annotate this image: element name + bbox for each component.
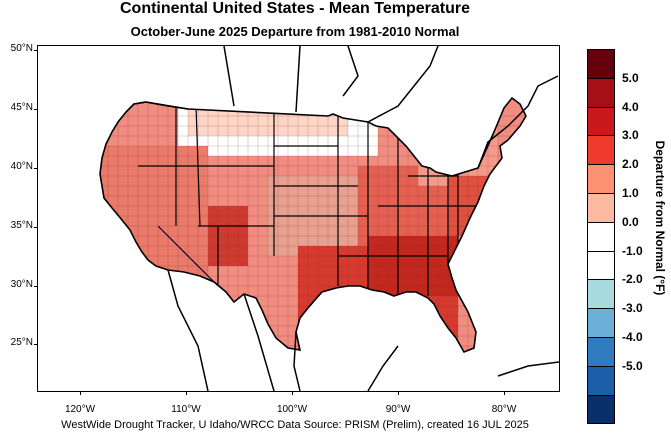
colorbar-label: -1.0 <box>622 243 643 258</box>
colorbar-swatch <box>587 337 615 367</box>
colorbar-swatch <box>587 251 615 281</box>
colorbar-swatch <box>587 309 615 338</box>
lon-label-110w: 110°W <box>171 404 201 415</box>
colorbar-swatch <box>587 193 615 223</box>
colorbar-swatch <box>587 165 615 194</box>
us-map <box>38 46 559 391</box>
colorbar-swatch <box>587 280 615 310</box>
lat-label-45: 45°N <box>10 102 33 113</box>
colorbar-label: 2.0 <box>622 157 639 172</box>
colorbar-label: -3.0 <box>622 301 643 316</box>
lon-label-120w: 120°W <box>64 404 96 415</box>
colorbar-swatch <box>587 136 615 166</box>
lat-label-30: 30°N <box>10 279 33 290</box>
colorbar-swatch <box>587 78 615 108</box>
colorbar-label: 5.0 <box>622 70 639 85</box>
colorbar-swatch <box>587 222 615 252</box>
map-panel <box>37 45 560 392</box>
colorbar-swatch <box>587 366 615 396</box>
colorbar-swatch <box>587 395 615 425</box>
lon-label-80w: 80°W <box>491 404 517 415</box>
lat-label-40: 40°N <box>10 161 33 172</box>
colorbar-swatch <box>587 49 615 79</box>
lon-label-90w: 90°W <box>385 404 411 415</box>
lat-label-25: 25°N <box>10 337 33 348</box>
colorbar-label: 0.0 <box>622 214 639 229</box>
colorbar <box>587 49 615 425</box>
lon-label-100w: 100°W <box>276 404 308 415</box>
lat-label-50: 50°N <box>10 43 33 54</box>
colorbar-label: -5.0 <box>622 358 643 373</box>
colorbar-label: 1.0 <box>622 186 639 200</box>
source-footer: WestWide Drought Tracker, U Idaho/WRCC D… <box>61 419 529 431</box>
colorbar-label: 4.0 <box>622 99 639 114</box>
colorbar-label: -4.0 <box>622 330 643 344</box>
colorbar-label: 3.0 <box>622 128 639 143</box>
lat-label-35: 35°N <box>10 220 33 231</box>
colorbar-title: Departure from Normal (°F) <box>653 140 667 296</box>
colorbar-label: -2.0 <box>622 272 643 287</box>
map-subtitle: October-June 2025 Departure from 1981-20… <box>130 24 460 39</box>
map-title: Continental United States - Mean Tempera… <box>120 0 470 17</box>
colorbar-swatch <box>587 107 615 137</box>
